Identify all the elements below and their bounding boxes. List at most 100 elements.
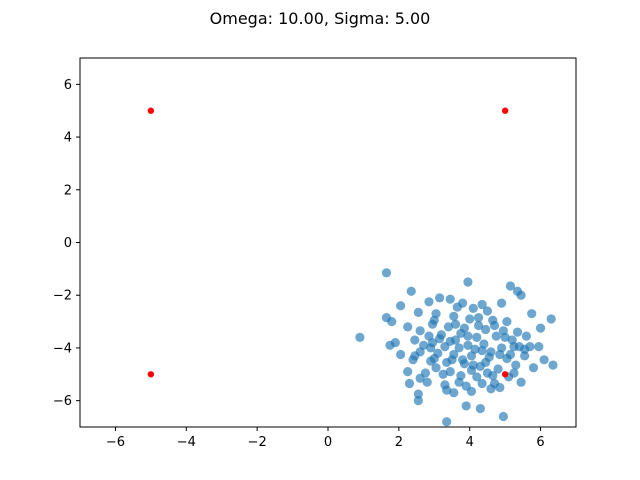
sample-point — [454, 377, 464, 387]
sample-point — [463, 331, 473, 341]
x-tick-label: 2 — [395, 435, 403, 450]
sample-point — [520, 344, 530, 354]
sample-point — [413, 389, 423, 399]
sample-point — [387, 316, 397, 327]
sample-point — [435, 293, 445, 303]
sample-point — [521, 331, 532, 341]
sample-point — [468, 360, 478, 370]
plot-area — [80, 58, 576, 427]
y-tick-label: 2 — [64, 183, 72, 198]
sample-point — [475, 403, 485, 414]
sample-point — [440, 342, 450, 352]
y-tick-label: 4 — [64, 131, 72, 146]
sample-point — [493, 364, 503, 374]
sample-point — [477, 299, 487, 310]
y-axis: −6 −4 −2 0 2 4 6 — [53, 78, 80, 409]
sample-point — [452, 302, 462, 312]
sample-point — [477, 378, 487, 389]
sample-point — [445, 367, 455, 377]
sample-point — [355, 332, 365, 342]
sample-point — [477, 345, 487, 356]
sample-point — [497, 298, 507, 308]
x-tick-label: 6 — [536, 435, 544, 450]
sample-point — [535, 323, 546, 333]
points-layer — [147, 107, 558, 427]
sample-point — [422, 377, 432, 387]
y-tick-label: −6 — [53, 394, 72, 409]
sample-point — [413, 396, 423, 406]
sample-point — [481, 357, 491, 368]
sample-point — [463, 340, 473, 350]
sample-point — [470, 344, 480, 354]
sample-point — [520, 351, 530, 361]
sample-point — [426, 343, 436, 353]
center-point — [147, 371, 155, 378]
center-point — [501, 371, 509, 378]
sample-point — [481, 324, 491, 335]
sample-point — [489, 320, 500, 331]
x-tick-label: 0 — [324, 435, 332, 450]
sample-point — [415, 373, 425, 383]
sample-point — [546, 314, 556, 324]
sample-point — [528, 363, 539, 373]
sample-point — [385, 340, 395, 350]
sample-point — [509, 342, 519, 352]
sample-point — [502, 316, 512, 327]
sample-point — [449, 388, 459, 398]
sample-point — [486, 347, 496, 357]
sample-point — [466, 386, 477, 397]
sample-point — [381, 268, 392, 278]
sample-point — [473, 313, 484, 323]
sample-point — [403, 367, 413, 377]
x-tick-label: 4 — [466, 435, 474, 450]
sample-point — [443, 322, 454, 332]
sample-point — [406, 286, 416, 296]
sample-point — [472, 332, 482, 342]
sample-point — [438, 369, 448, 379]
sample-point — [429, 315, 439, 325]
sample-point — [435, 334, 445, 344]
sample-point — [445, 294, 455, 304]
sample-point — [403, 322, 413, 332]
sample-point — [511, 360, 521, 370]
sample-point — [410, 351, 420, 361]
sample-point — [456, 328, 466, 339]
sample-point — [516, 377, 526, 387]
sample-point — [396, 349, 406, 360]
chart-title: Omega: 10.00, Sigma: 5.00 — [210, 9, 431, 28]
sample-point — [463, 277, 473, 287]
y-tick-label: −4 — [53, 341, 72, 356]
sample-point — [415, 326, 425, 336]
sample-point — [404, 378, 415, 389]
sample-point — [505, 349, 516, 360]
sample-point — [410, 335, 420, 345]
x-tick-label: −2 — [248, 435, 267, 450]
sample-point — [454, 343, 464, 353]
sample-point — [468, 303, 478, 313]
sample-point — [442, 417, 452, 427]
sample-point — [505, 281, 516, 291]
sample-point — [482, 368, 493, 378]
sample-point — [491, 331, 501, 341]
center-point — [147, 107, 155, 114]
sample-point — [534, 342, 544, 352]
x-tick-label: −4 — [177, 435, 196, 450]
sample-point — [450, 319, 461, 329]
sample-point — [527, 309, 537, 319]
sample-point — [450, 335, 461, 345]
sample-point — [424, 297, 434, 307]
sample-point — [442, 385, 452, 395]
sample-point — [447, 355, 457, 365]
y-tick-label: 6 — [64, 78, 72, 93]
x-tick-label: −6 — [106, 435, 125, 450]
center-point — [501, 107, 509, 114]
sample-point — [482, 306, 493, 316]
sample-point — [495, 349, 505, 360]
sample-point — [431, 363, 441, 373]
sample-point — [472, 372, 482, 382]
sample-point — [413, 307, 423, 317]
sample-point — [429, 353, 439, 364]
sample-point — [424, 331, 434, 341]
sample-point — [509, 368, 519, 378]
